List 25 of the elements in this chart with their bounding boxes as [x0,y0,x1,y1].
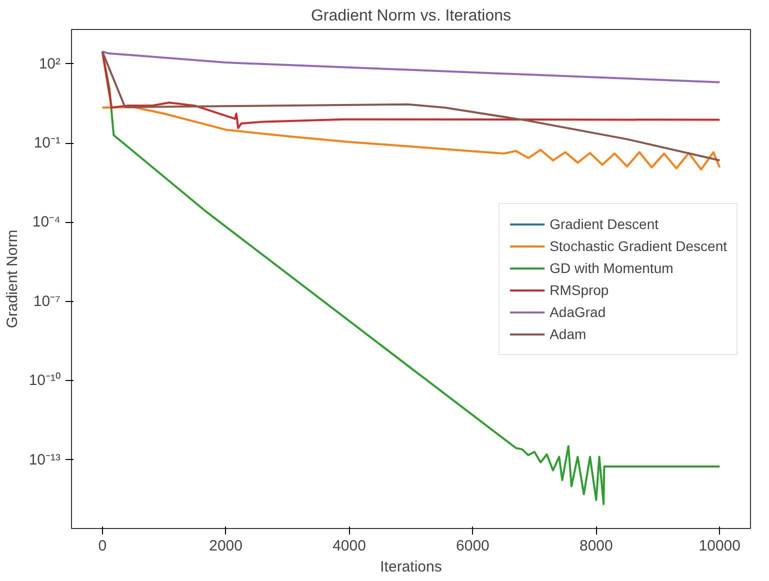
y-tick-label: 10⁻⁷ [33,292,61,310]
chart-title: Gradient Norm vs. Iterations [310,8,512,24]
y-tick-label: 10⁻¹³ [28,451,61,468]
legend-label: Stochastic Gradient Descent [550,238,727,254]
legend-label: RMSprop [550,282,609,298]
x-tick-label: 0 [98,538,107,554]
x-tick-label: 4000 [332,538,366,554]
legend-label: Adam [550,326,586,342]
y-tick-label: 10⁻⁴ [32,214,61,231]
x-tick-label: 6000 [456,538,490,554]
y-tick-label: 10⁻¹⁰ [28,372,61,390]
y-tick-label: 10⁻¹ [34,134,61,152]
line-series [101,50,721,162]
legend-label: GD with Momentum [550,260,674,276]
y-tick-label: 10² [38,55,61,72]
line-series [101,50,721,130]
x-tick-label: 8000 [579,538,613,554]
x-tick-label: 10000 [698,538,740,554]
line-series [101,106,721,170]
legend-label: Gradient Descent [550,216,659,232]
legend-label: AdaGrad [550,304,606,320]
x-axis-title: Iterations [380,558,442,576]
y-axis-title: Gradient Norm [4,230,21,328]
x-tick-label: 2000 [209,538,243,554]
line-series [101,50,721,84]
